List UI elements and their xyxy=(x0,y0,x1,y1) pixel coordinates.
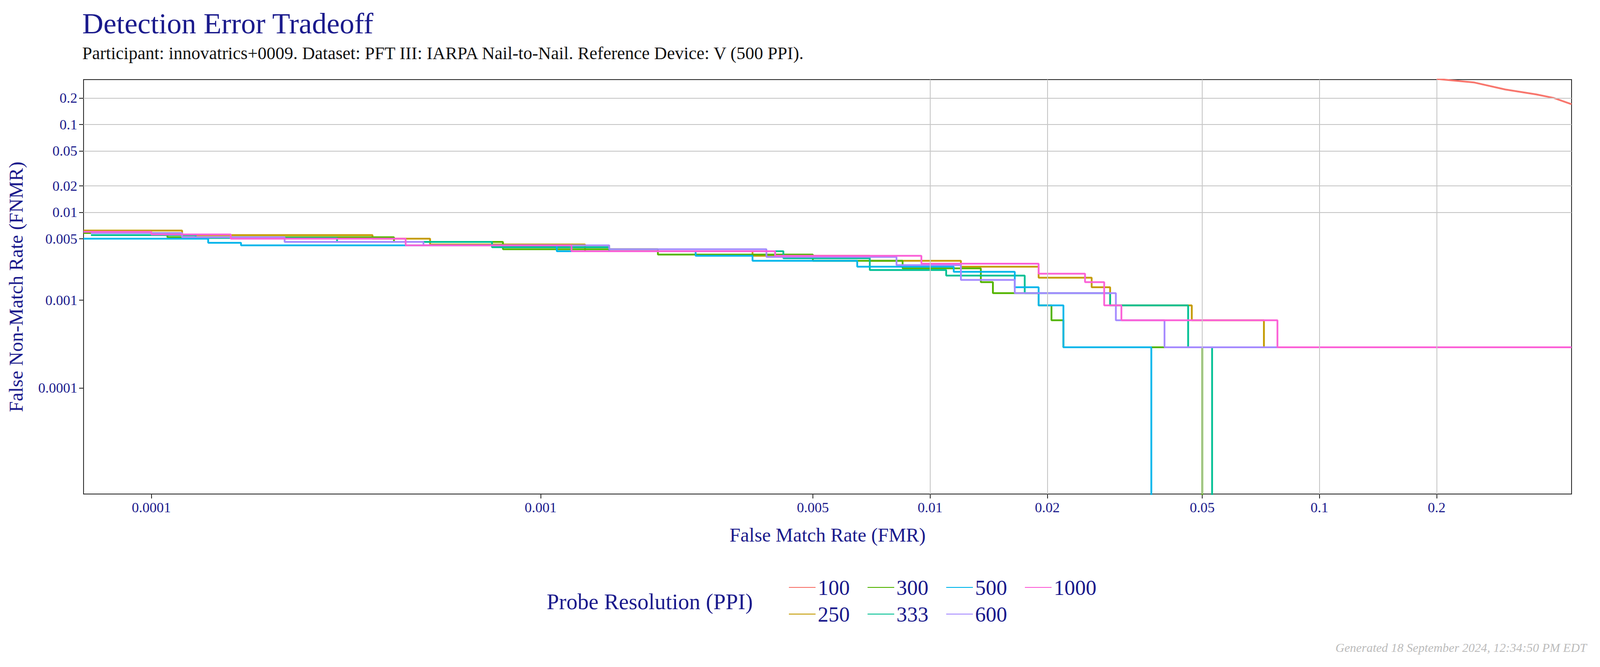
svg-text:0.2: 0.2 xyxy=(1428,499,1446,516)
svg-text:0.1: 0.1 xyxy=(59,116,78,133)
svg-text:0.2: 0.2 xyxy=(59,89,78,106)
svg-text:Generated 18 September 2024, 1: Generated 18 September 2024, 12:34:50 PM… xyxy=(1335,640,1588,655)
svg-text:0.0001: 0.0001 xyxy=(131,499,171,516)
svg-text:500: 500 xyxy=(975,575,1008,600)
svg-text:0.0001: 0.0001 xyxy=(38,379,78,396)
svg-text:600: 600 xyxy=(975,602,1008,626)
svg-text:0.05: 0.05 xyxy=(52,142,78,159)
svg-text:False Match Rate (FMR): False Match Rate (FMR) xyxy=(729,524,926,546)
svg-text:333: 333 xyxy=(896,602,929,626)
svg-text:100: 100 xyxy=(817,575,850,600)
svg-text:0.02: 0.02 xyxy=(1034,499,1060,516)
svg-text:0.01: 0.01 xyxy=(917,499,943,516)
svg-text:300: 300 xyxy=(896,575,929,600)
svg-text:Detection Error Tradeoff: Detection Error Tradeoff xyxy=(82,7,374,40)
svg-text:Probe Resolution (PPI): Probe Resolution (PPI) xyxy=(546,588,753,614)
svg-text:0.005: 0.005 xyxy=(796,499,829,516)
svg-text:0.05: 0.05 xyxy=(1189,499,1215,516)
svg-text:Participant: innovatrics+0009.: Participant: innovatrics+0009. Dataset: … xyxy=(82,43,804,64)
svg-text:0.001: 0.001 xyxy=(524,499,557,516)
svg-text:0.1: 0.1 xyxy=(1310,499,1329,516)
svg-text:0.001: 0.001 xyxy=(45,292,78,308)
svg-text:0.005: 0.005 xyxy=(45,230,78,247)
svg-text:0.02: 0.02 xyxy=(52,177,78,194)
svg-text:250: 250 xyxy=(817,602,850,626)
svg-text:1000: 1000 xyxy=(1053,575,1097,600)
svg-text:False Non-Match Rate (FNMR): False Non-Match Rate (FNMR) xyxy=(5,161,28,412)
svg-text:0.01: 0.01 xyxy=(52,204,78,220)
